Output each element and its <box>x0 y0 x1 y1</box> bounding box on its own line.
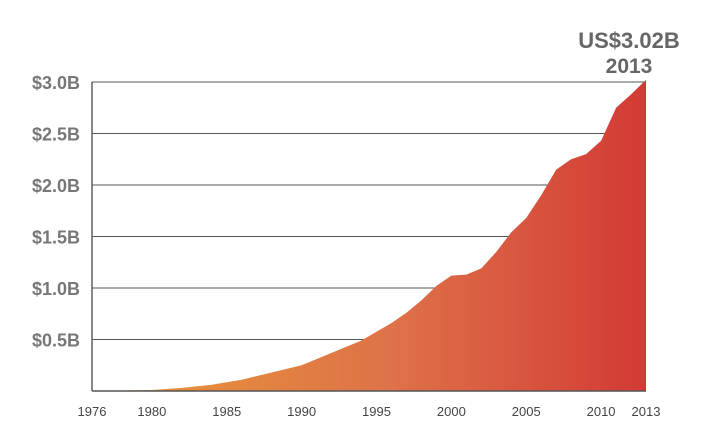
y-tick-label: $1.5B <box>32 228 80 248</box>
x-tick-label: 1980 <box>137 404 166 419</box>
x-tick-label: 2010 <box>587 404 616 419</box>
x-axis-ticks: 1976 1980 1985 1990 1995 2000 2005 2010 2013 <box>78 404 661 419</box>
area-series <box>92 79 646 392</box>
x-tick-label: 1976 <box>78 404 107 419</box>
y-tick-label: $2.0B <box>32 176 80 196</box>
y-tick-label: $2.5B <box>32 125 80 145</box>
x-tick-label: 2005 <box>512 404 541 419</box>
y-tick-label: $1.0B <box>32 279 80 299</box>
annotation-value: US$3.02B <box>578 28 680 53</box>
x-tick-label: 2013 <box>632 404 661 419</box>
x-tick-label: 1995 <box>362 404 391 419</box>
x-tick-label: 2000 <box>437 404 466 419</box>
y-tick-label: $0.5B <box>32 331 80 351</box>
x-tick-label: 1990 <box>287 404 316 419</box>
y-axis-ticks: $0.5B $1.0B $1.5B $2.0B $2.5B $3.0B <box>32 73 80 351</box>
y-tick-label: $3.0B <box>32 73 80 93</box>
x-tick-label: 1985 <box>212 404 241 419</box>
annotation-year: 2013 <box>606 55 653 78</box>
